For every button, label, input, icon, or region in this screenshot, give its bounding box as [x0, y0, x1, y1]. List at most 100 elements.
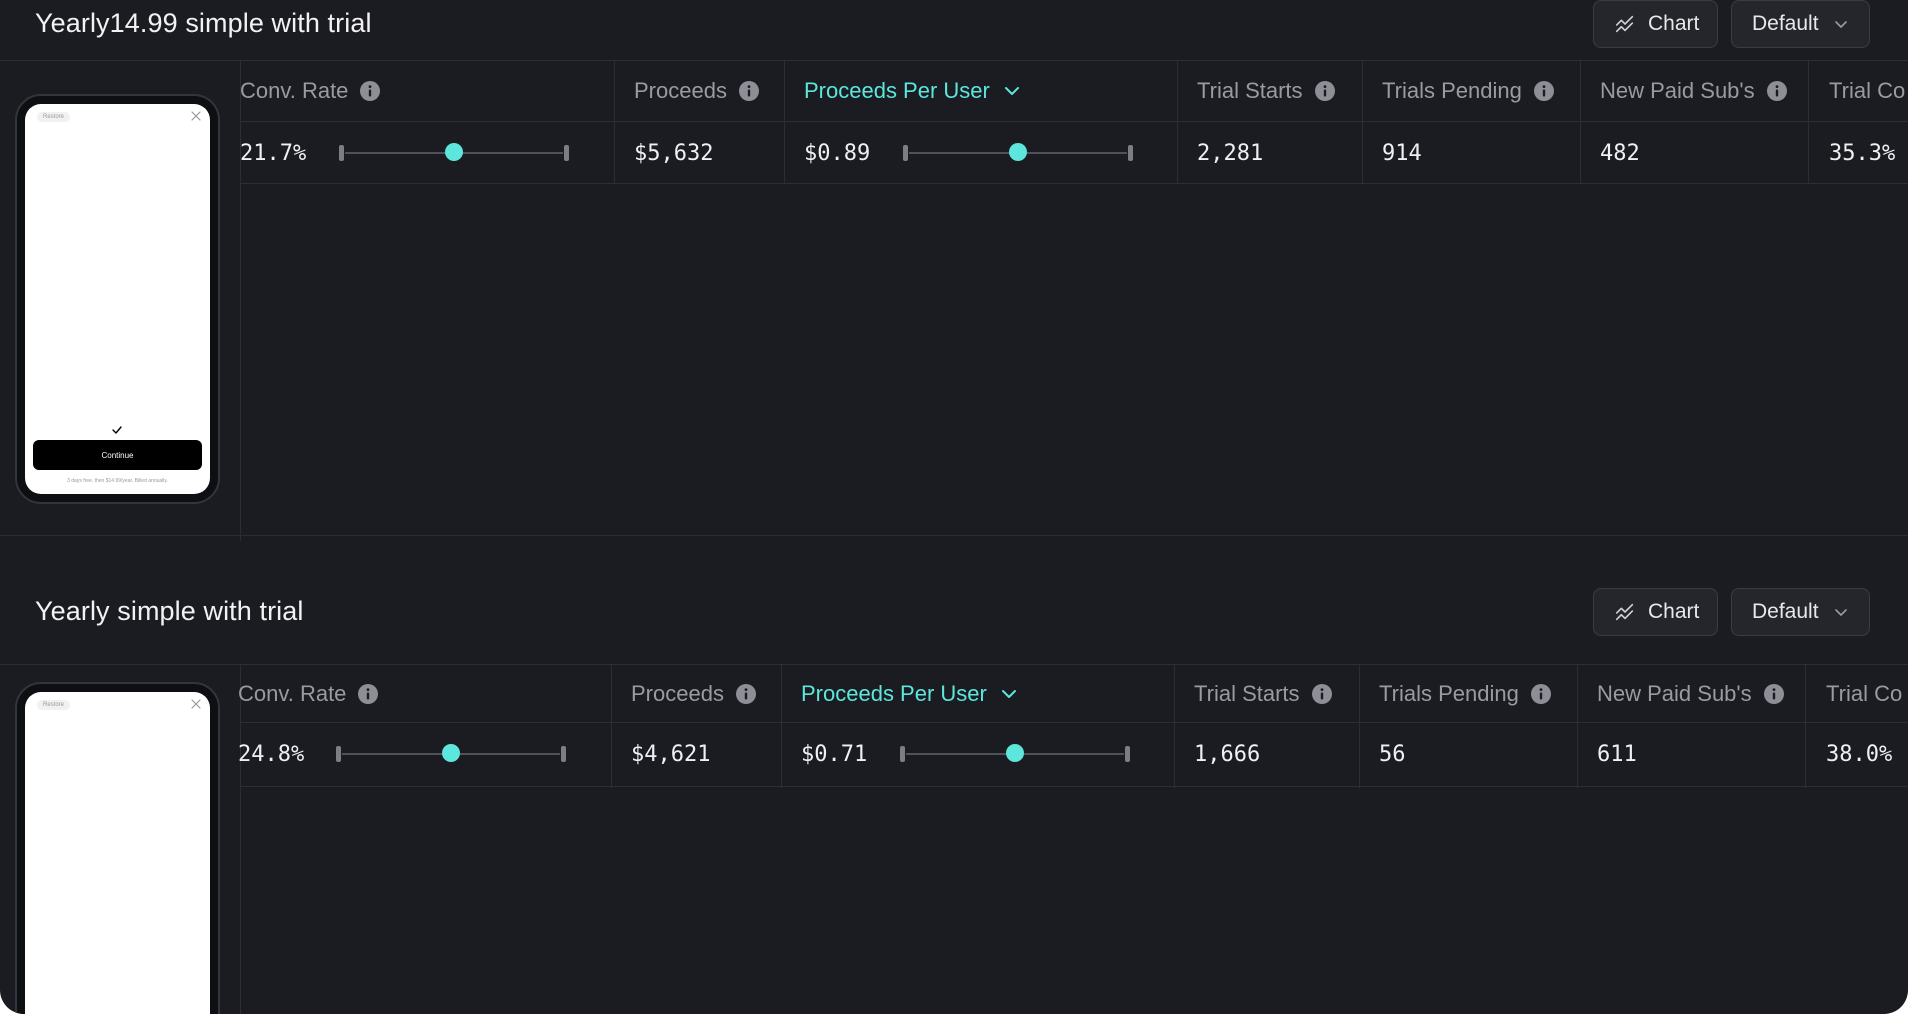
- default-dropdown[interactable]: Default: [1731, 0, 1870, 48]
- column-header-label: Trial Starts: [1194, 681, 1300, 706]
- slider-knob[interactable]: [1009, 143, 1027, 161]
- conv-rate-slider[interactable]: [336, 743, 566, 765]
- slider-knob[interactable]: [442, 744, 460, 762]
- chevron-down-icon[interactable]: [999, 684, 1019, 704]
- proceeds-per-user-slider[interactable]: [903, 142, 1133, 164]
- slider-min-handle[interactable]: [339, 145, 344, 161]
- info-icon[interactable]: [1314, 80, 1336, 102]
- divider: [0, 60, 1908, 61]
- column-header-label: Proceeds: [631, 681, 724, 706]
- divider: [781, 665, 782, 788]
- column-header-trial-starts[interactable]: Trial Starts: [1194, 664, 1333, 724]
- proceeds-per-user-slider[interactable]: [900, 743, 1130, 765]
- slider-max-handle[interactable]: [561, 746, 566, 762]
- slider-min-handle[interactable]: [903, 145, 908, 161]
- column-header-label: New Paid Sub's: [1597, 681, 1752, 706]
- column-header-proceeds-per-user[interactable]: Proceeds Per User: [804, 61, 1022, 121]
- chart-icon: [1615, 603, 1634, 621]
- column-header-label: Proceeds: [634, 78, 727, 103]
- column-header-new-paid-subs[interactable]: New Paid Sub's: [1597, 664, 1785, 724]
- column-header-label: Conv. Rate: [238, 681, 347, 706]
- cell-new-paid-subs: 482: [1600, 140, 1640, 166]
- column-header-trial-starts[interactable]: Trial Starts: [1197, 61, 1336, 121]
- column-header-trials-pending[interactable]: Trials Pending: [1379, 664, 1552, 724]
- divider: [240, 61, 241, 541]
- chart-button-label: Chart: [1648, 12, 1700, 35]
- info-icon[interactable]: [735, 683, 757, 705]
- divider: [1362, 61, 1363, 184]
- paywall-preview[interactable]: Restore: [15, 682, 220, 1014]
- paywall-preview[interactable]: Restore Continue 3 days free, then $14.9…: [15, 94, 220, 504]
- column-header-conv-rate[interactable]: Conv. Rate: [238, 664, 379, 724]
- slider-max-handle[interactable]: [564, 145, 569, 161]
- slider-max-handle[interactable]: [1128, 145, 1133, 161]
- divider: [240, 665, 241, 1014]
- column-header-label: Proceeds Per User: [801, 681, 987, 706]
- cell-conv-rate: 24.8%: [238, 741, 305, 767]
- column-header-proceeds[interactable]: Proceeds: [634, 61, 760, 121]
- divider: [614, 61, 615, 184]
- section-title: Yearly simple with trial: [35, 596, 304, 626]
- default-dropdown-label: Default: [1752, 600, 1819, 623]
- section-divider: [0, 535, 1908, 536]
- info-icon[interactable]: [1530, 683, 1552, 705]
- column-header-trial-conv[interactable]: Trial Co: [1829, 61, 1905, 121]
- column-header-label: Proceeds Per User: [804, 78, 990, 103]
- restore-button[interactable]: Restore: [37, 700, 71, 710]
- check-icon: [112, 426, 122, 434]
- paywall-fineprint: 3 days free, then $14.99/year. Billed an…: [67, 478, 168, 484]
- default-dropdown[interactable]: Default: [1731, 588, 1870, 636]
- divider: [240, 786, 1908, 787]
- close-icon[interactable]: [190, 698, 202, 710]
- cell-trial-starts: 1,666: [1194, 741, 1261, 767]
- slider-min-handle[interactable]: [336, 746, 341, 762]
- slider-knob[interactable]: [445, 143, 463, 161]
- cell-trial-conv: 35.3%: [1829, 140, 1896, 166]
- info-icon[interactable]: [1311, 683, 1333, 705]
- conv-rate-slider[interactable]: [339, 142, 569, 164]
- divider: [0, 664, 1908, 665]
- chart-button[interactable]: Chart: [1593, 0, 1718, 48]
- column-header-proceeds-per-user[interactable]: Proceeds Per User: [801, 664, 1019, 724]
- column-header-conv-rate[interactable]: Conv. Rate: [240, 61, 381, 121]
- slider-knob[interactable]: [1006, 744, 1024, 762]
- column-header-proceeds[interactable]: Proceeds: [631, 664, 757, 724]
- info-icon[interactable]: [357, 683, 379, 705]
- cell-proceeds: $4,621: [631, 741, 711, 767]
- divider: [240, 183, 1908, 184]
- slider-min-handle[interactable]: [900, 746, 905, 762]
- close-icon[interactable]: [190, 110, 202, 122]
- column-header-trial-conv[interactable]: Trial Co: [1826, 664, 1902, 724]
- chart-icon: [1615, 15, 1634, 33]
- chevron-down-icon[interactable]: [1002, 81, 1022, 101]
- column-header-label: Trials Pending: [1382, 78, 1522, 103]
- column-header-trials-pending[interactable]: Trials Pending: [1382, 61, 1555, 121]
- paywall-preview-screen: Restore: [25, 692, 210, 1014]
- cell-trials-pending: 914: [1382, 140, 1422, 166]
- restore-button[interactable]: Restore: [37, 112, 71, 122]
- divider: [1577, 665, 1578, 788]
- info-icon[interactable]: [1533, 80, 1555, 102]
- section-title: Yearly14.99 simple with trial: [35, 8, 372, 38]
- divider: [1359, 665, 1360, 788]
- continue-button[interactable]: Continue: [33, 440, 202, 470]
- info-icon[interactable]: [359, 80, 381, 102]
- paywall-section-2: Yearly simple with trial Chart Default C…: [0, 576, 1908, 1014]
- cell-proceeds: $5,632: [634, 140, 714, 166]
- info-icon[interactable]: [1766, 80, 1788, 102]
- chart-button[interactable]: Chart: [1593, 588, 1718, 636]
- info-icon[interactable]: [1763, 683, 1785, 705]
- cell-proceeds-per-user: $0.71: [801, 741, 868, 767]
- info-icon[interactable]: [738, 80, 760, 102]
- column-header-label: Trial Co: [1829, 78, 1906, 103]
- divider: [784, 61, 785, 184]
- divider: [1580, 61, 1581, 184]
- column-header-label: Trials Pending: [1379, 681, 1519, 706]
- column-header-label: Trial Starts: [1197, 78, 1303, 103]
- cell-new-paid-subs: 611: [1597, 741, 1637, 767]
- chart-button-label: Chart: [1648, 600, 1700, 623]
- cell-conv-rate: 21.7%: [240, 140, 307, 166]
- slider-max-handle[interactable]: [1125, 746, 1130, 762]
- column-header-new-paid-subs[interactable]: New Paid Sub's: [1600, 61, 1788, 121]
